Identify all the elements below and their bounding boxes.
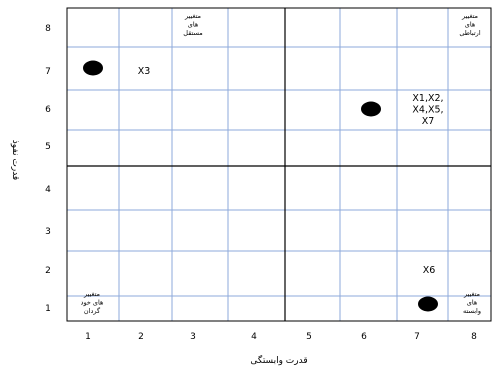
y-tick-label: 4 <box>45 185 51 195</box>
y-tick-label: 8 <box>45 24 51 34</box>
quadrant-labels: متغییر های مستقل متغییر های ارتباطی متغییر های … <box>81 12 481 315</box>
x-tick-label: 7 <box>414 332 420 342</box>
y-tick-labels: 1 2 3 4 5 6 7 8 <box>45 24 51 314</box>
y-tick-label: 2 <box>45 266 51 276</box>
quadrant-label: متغییر های وابسته <box>463 290 481 315</box>
x-tick-label: 8 <box>471 332 477 342</box>
quadrant-dividers <box>67 8 491 321</box>
x-tick-label: 1 <box>85 332 91 342</box>
y-axis-title: قدرت نفوذ <box>10 140 20 180</box>
grid <box>67 8 491 321</box>
data-point <box>418 296 438 312</box>
data-points <box>83 60 438 312</box>
x-tick-label: 2 <box>138 332 144 342</box>
x-tick-label: 4 <box>251 332 257 342</box>
y-tick-label: 6 <box>45 105 51 115</box>
y-tick-label: 3 <box>45 227 51 237</box>
x-tick-label: 3 <box>190 332 196 342</box>
quadrant-label: متغییر های مستقل <box>183 12 202 37</box>
y-tick-label: 7 <box>45 67 51 77</box>
x-axis-title: قدرت وابستگی <box>250 354 307 366</box>
y-tick-label: 5 <box>45 142 51 152</box>
data-point <box>361 101 381 117</box>
plot-frame <box>66 7 492 322</box>
data-point <box>83 60 103 76</box>
x-tick-label: 5 <box>306 332 312 342</box>
x-tick-labels: 1 2 3 4 5 6 7 8 <box>85 332 477 342</box>
point-annotation: X1,X2, X4,X5, X7 <box>412 93 443 127</box>
point-annotation: X3 <box>138 66 151 77</box>
x-tick-label: 6 <box>361 332 367 342</box>
quadrant-label: متغییر های ارتباطی <box>459 12 480 37</box>
annotations: X3 X1,X2, X4,X5, X7 X6 <box>138 66 444 276</box>
point-annotation: X6 <box>423 265 436 276</box>
quadrant-label: متغییر های خود گردان <box>81 290 104 315</box>
y-tick-label: 1 <box>45 304 51 314</box>
